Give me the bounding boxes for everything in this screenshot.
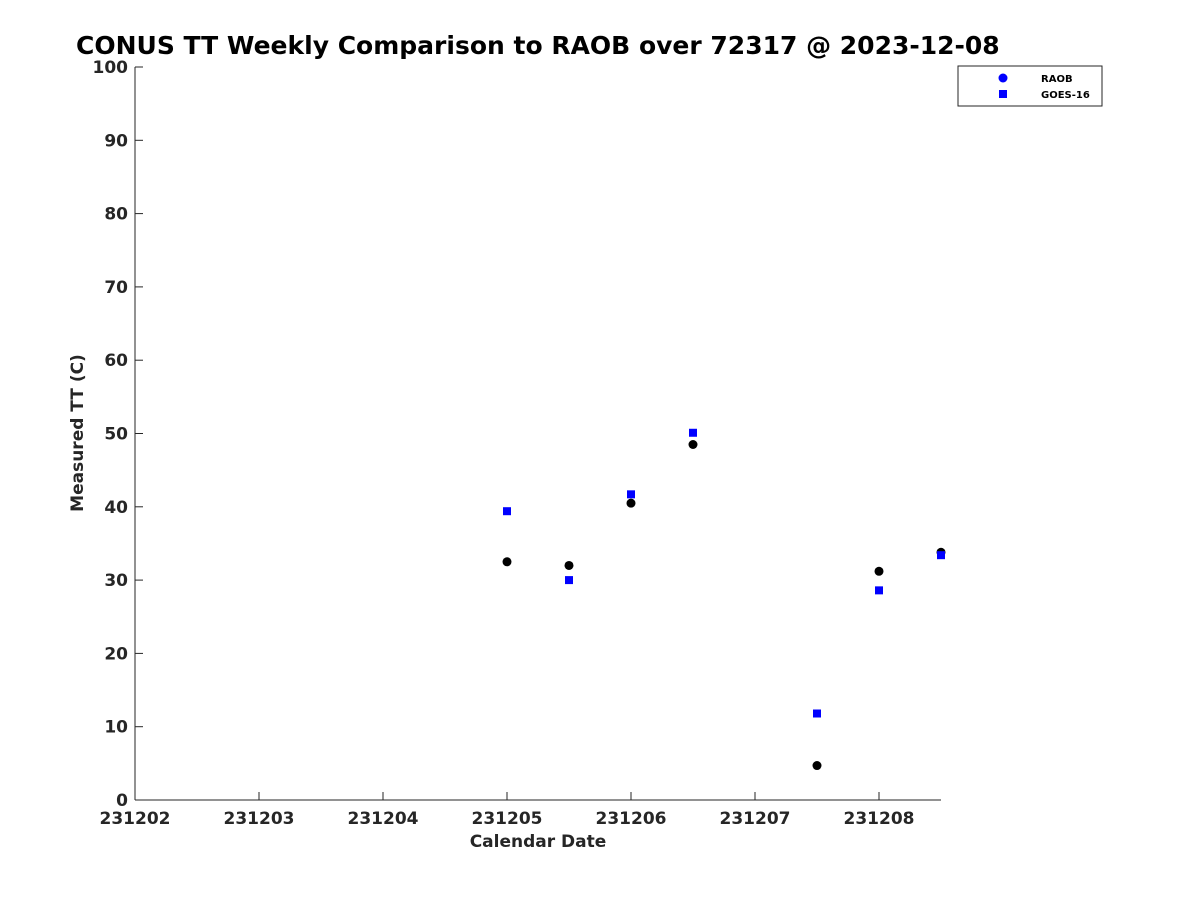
legend-marker-goes (999, 90, 1007, 98)
legend-marker-raob (998, 73, 1008, 83)
y-tick-label: 100 (93, 58, 129, 78)
data-point-raob (564, 560, 574, 570)
y-tick-label: 50 (104, 425, 128, 445)
data-point-raob (688, 439, 698, 449)
data-point-raob (874, 566, 884, 576)
y-ticks: 0 10 20 30 40 50 60 70 80 90 100 (93, 58, 143, 811)
data-point-raob (626, 498, 636, 508)
data-point-goes-16 (813, 709, 821, 718)
y-tick-label: 40 (104, 498, 128, 518)
legend: RAOB GOES-16 (957, 65, 1103, 107)
data-point-raob (502, 557, 512, 567)
series-goes-16 (503, 428, 945, 718)
legend-box (957, 65, 1103, 107)
x-tick-label: 231207 (720, 809, 791, 829)
y-tick-label: 80 (104, 205, 128, 225)
x-tick-label: 231208 (844, 809, 915, 829)
data-point-goes-16 (503, 507, 511, 516)
data-points (502, 428, 946, 771)
x-tick-label: 231205 (472, 809, 543, 829)
data-point-goes-16 (627, 490, 635, 499)
data-point-goes-16 (689, 428, 697, 437)
y-tick-label: 0 (116, 791, 128, 811)
y-tick-label: 70 (104, 278, 128, 298)
data-point-goes-16 (937, 551, 945, 560)
data-point-raob (812, 761, 822, 771)
legend-label-raob: RAOB (1041, 74, 1073, 85)
y-tick-label: 10 (104, 718, 128, 738)
y-axis-label: Measured TT (C) (68, 354, 88, 512)
series-raob (502, 439, 946, 771)
x-ticks: 231202 231203 231204 231205 231206 231207 2312… (100, 792, 915, 829)
y-tick-label: 60 (104, 351, 128, 371)
x-tick-label: 231206 (596, 809, 667, 829)
chart-title: CONUS TT Weekly Comparison to RAOB over … (76, 31, 1000, 60)
data-point-goes-16 (875, 586, 883, 595)
x-tick-label: 231202 (100, 809, 171, 829)
y-tick-label: 30 (104, 571, 128, 591)
y-tick-label: 90 (104, 131, 128, 151)
x-axis-label: Calendar Date (470, 832, 607, 852)
legend-label-goes: GOES-16 (1041, 90, 1090, 101)
y-tick-label: 20 (104, 644, 128, 664)
data-point-goes-16 (565, 576, 573, 585)
x-tick-label: 231203 (224, 809, 295, 829)
x-tick-label: 231204 (348, 809, 419, 829)
